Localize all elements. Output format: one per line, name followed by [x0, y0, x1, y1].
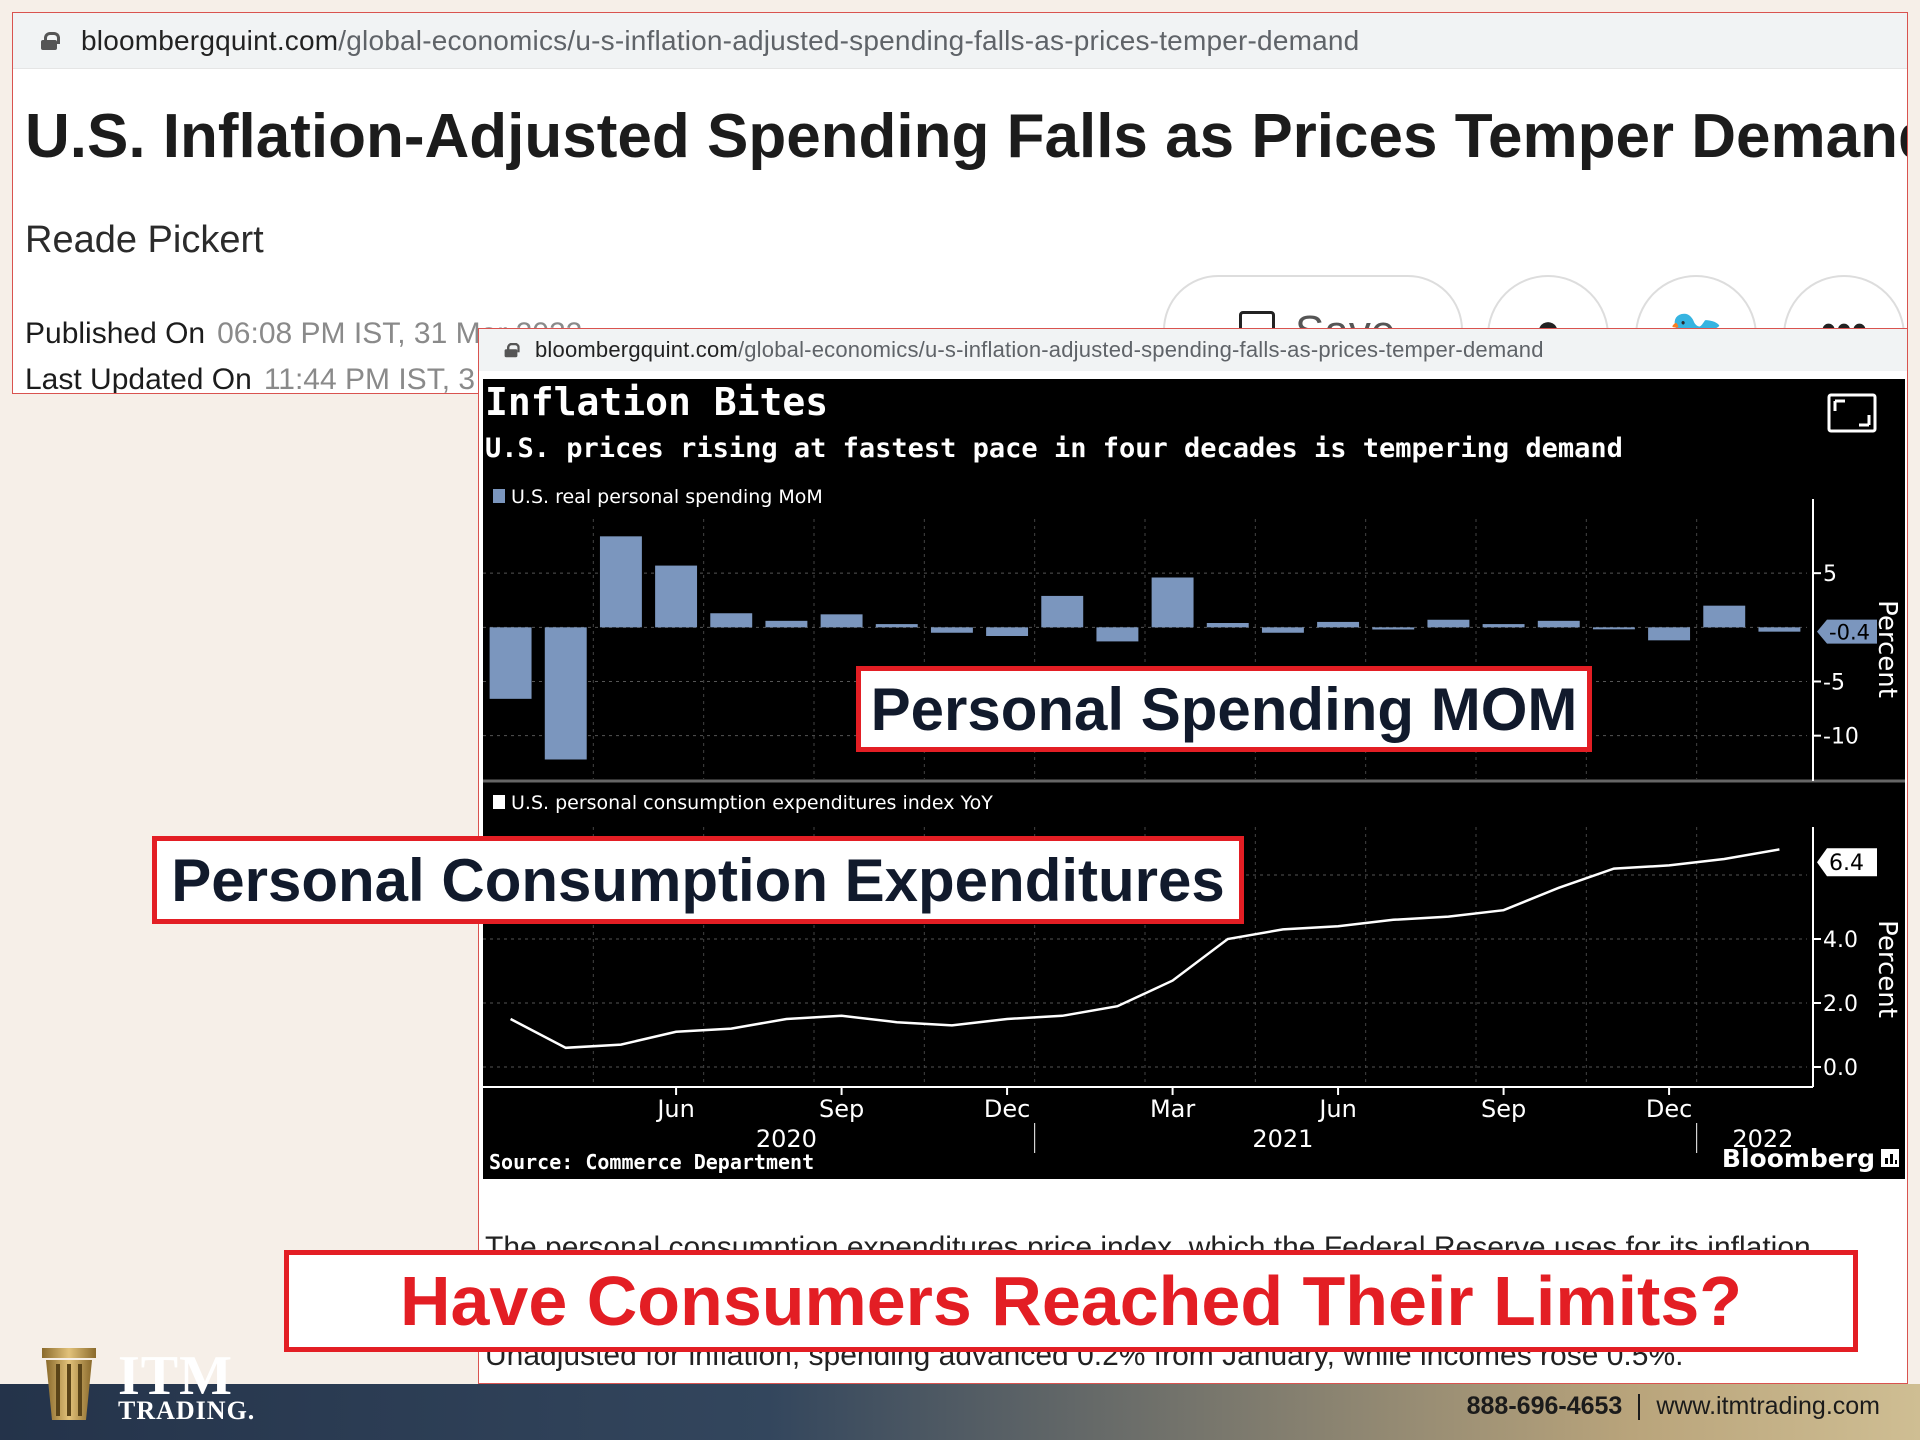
line-last-value-label: 6.4	[1829, 851, 1864, 876]
footer-bar	[0, 1384, 1920, 1440]
chart-title: Inflation Bites	[485, 380, 828, 424]
itm-logo-subtext: TRADING.	[118, 1396, 256, 1425]
legend-swatch-pce	[493, 795, 505, 809]
url-text-2[interactable]: bloombergquint.com/global-economics/u-s-…	[535, 337, 1544, 362]
callout-consumer-limits: Have Consumers Reached Their Limits?	[284, 1250, 1858, 1352]
line-y-tick-label: 0.0	[1823, 1056, 1858, 1081]
updated-label: Last Updated On	[25, 363, 252, 394]
article-card: bloombergquint.com/global-economics/u-s-…	[12, 12, 1908, 394]
footer-phone[interactable]: 888-696-4653	[1466, 1392, 1623, 1420]
bloomberg-chart: Inflation Bites U.S. prices rising at fa…	[483, 379, 1905, 1179]
pce-line	[510, 848, 1780, 1050]
line-last-value-badge	[1817, 848, 1877, 877]
bloomberg-brand: Bloomberg	[1722, 1144, 1875, 1173]
line-y-tick-label: 4.0	[1823, 928, 1858, 953]
spending-bar	[1372, 627, 1415, 630]
legend-label-pce: U.S. personal consumption expenditures i…	[511, 792, 993, 814]
spending-bar	[1427, 619, 1470, 628]
spending-bar	[489, 627, 532, 699]
spending-bar	[1096, 627, 1139, 642]
spending-bar	[599, 536, 642, 628]
x-axis: Jun Sep Dec Mar Jun Sep Dec 2020 2021 2022	[483, 1086, 1813, 1153]
bar-y-tick-label: 5	[1823, 562, 1837, 587]
line-y-tick-label: 2.0	[1823, 992, 1858, 1017]
spending-bar	[1648, 627, 1691, 641]
spending-bar	[1703, 605, 1746, 628]
callout-spending-mom: Personal Spending MOM	[856, 666, 1592, 752]
spending-bar	[1482, 624, 1525, 628]
spending-bar	[1206, 623, 1249, 628]
spending-bar	[1041, 595, 1084, 628]
bloomberg-terminal-icon	[1881, 1149, 1899, 1167]
x-tick-label: Dec	[1646, 1095, 1692, 1123]
x-tick-label: Jun	[1317, 1095, 1357, 1123]
callout-pce: Personal Consumption Expenditures	[152, 836, 1244, 924]
bar-last-value-badge	[1817, 619, 1877, 644]
legend-swatch-spending	[493, 489, 505, 503]
bar-last-value-label: -0.4	[1829, 621, 1870, 645]
article-headline: U.S. Inflation-Adjusted Spending Falls a…	[25, 102, 1908, 171]
itm-logo-text: ITM	[118, 1345, 233, 1407]
spending-bar	[820, 614, 863, 628]
expand-icon[interactable]	[1827, 393, 1877, 433]
bar-y-tick-label: -5	[1823, 671, 1845, 696]
spending-bar	[1317, 621, 1360, 628]
x-tick-label: Jun	[655, 1095, 695, 1123]
footer-contact: 888-696-4653 www.itmtrading.com	[1467, 1392, 1880, 1421]
chart-svg: Inflation Bites U.S. prices rising at fa…	[483, 380, 1905, 1174]
address-bar[interactable]: bloombergquint.com/global-economics/u-s-…	[13, 13, 1907, 69]
chart-subtitle: U.S. prices rising at fastest pace in fo…	[485, 433, 1623, 464]
updated-value: 11:44 PM IST, 3	[263, 363, 476, 394]
line-y-axis-title: Percent	[1872, 920, 1902, 1018]
chart-source: Source: Commerce Department	[489, 1150, 814, 1174]
x-year-label: 2020	[756, 1125, 817, 1153]
x-tick-label: Dec	[984, 1095, 1030, 1123]
spending-bar	[1758, 627, 1801, 632]
spending-bar	[930, 627, 973, 633]
spending-bar	[1537, 620, 1580, 628]
spending-bar	[655, 565, 698, 628]
spending-bar	[710, 613, 753, 628]
bar-y-tick-label: -10	[1823, 725, 1859, 750]
spending-bar	[986, 627, 1029, 636]
spending-bar	[1151, 577, 1194, 628]
lock-icon	[41, 31, 60, 50]
url-text[interactable]: bloombergquint.com/global-economics/u-s-…	[81, 24, 1360, 56]
spending-bar	[1592, 627, 1635, 630]
itm-pillar-logo-icon	[42, 1348, 96, 1420]
x-tick-label: Mar	[1150, 1095, 1195, 1123]
spending-bar	[765, 620, 808, 628]
spending-bar	[544, 627, 587, 760]
x-year-label: 2022	[1732, 1125, 1793, 1153]
lock-icon-2	[504, 342, 520, 358]
bar-y-axis-title: Percent	[1872, 600, 1902, 698]
article-author[interactable]: Reade Pickert	[25, 219, 264, 261]
published-label: Published On	[25, 317, 206, 350]
spending-bar	[875, 624, 918, 628]
updated-row: Last Updated On 11:44 PM IST, 3	[25, 363, 476, 394]
x-tick-label: Sep	[819, 1095, 864, 1123]
footer-website[interactable]: www.itmtrading.com	[1656, 1392, 1880, 1420]
spending-bar	[1261, 627, 1304, 633]
x-year-label: 2021	[1252, 1125, 1313, 1153]
address-bar-2[interactable]: bloombergquint.com/global-economics/u-s-…	[479, 329, 1907, 371]
footer-separator	[1638, 1394, 1641, 1421]
legend-label-spending: U.S. real personal spending MoM	[511, 486, 823, 508]
x-tick-label: Sep	[1481, 1095, 1526, 1123]
bar-panel: 5 -5 -10 -0.4 Percent	[483, 499, 1902, 781]
